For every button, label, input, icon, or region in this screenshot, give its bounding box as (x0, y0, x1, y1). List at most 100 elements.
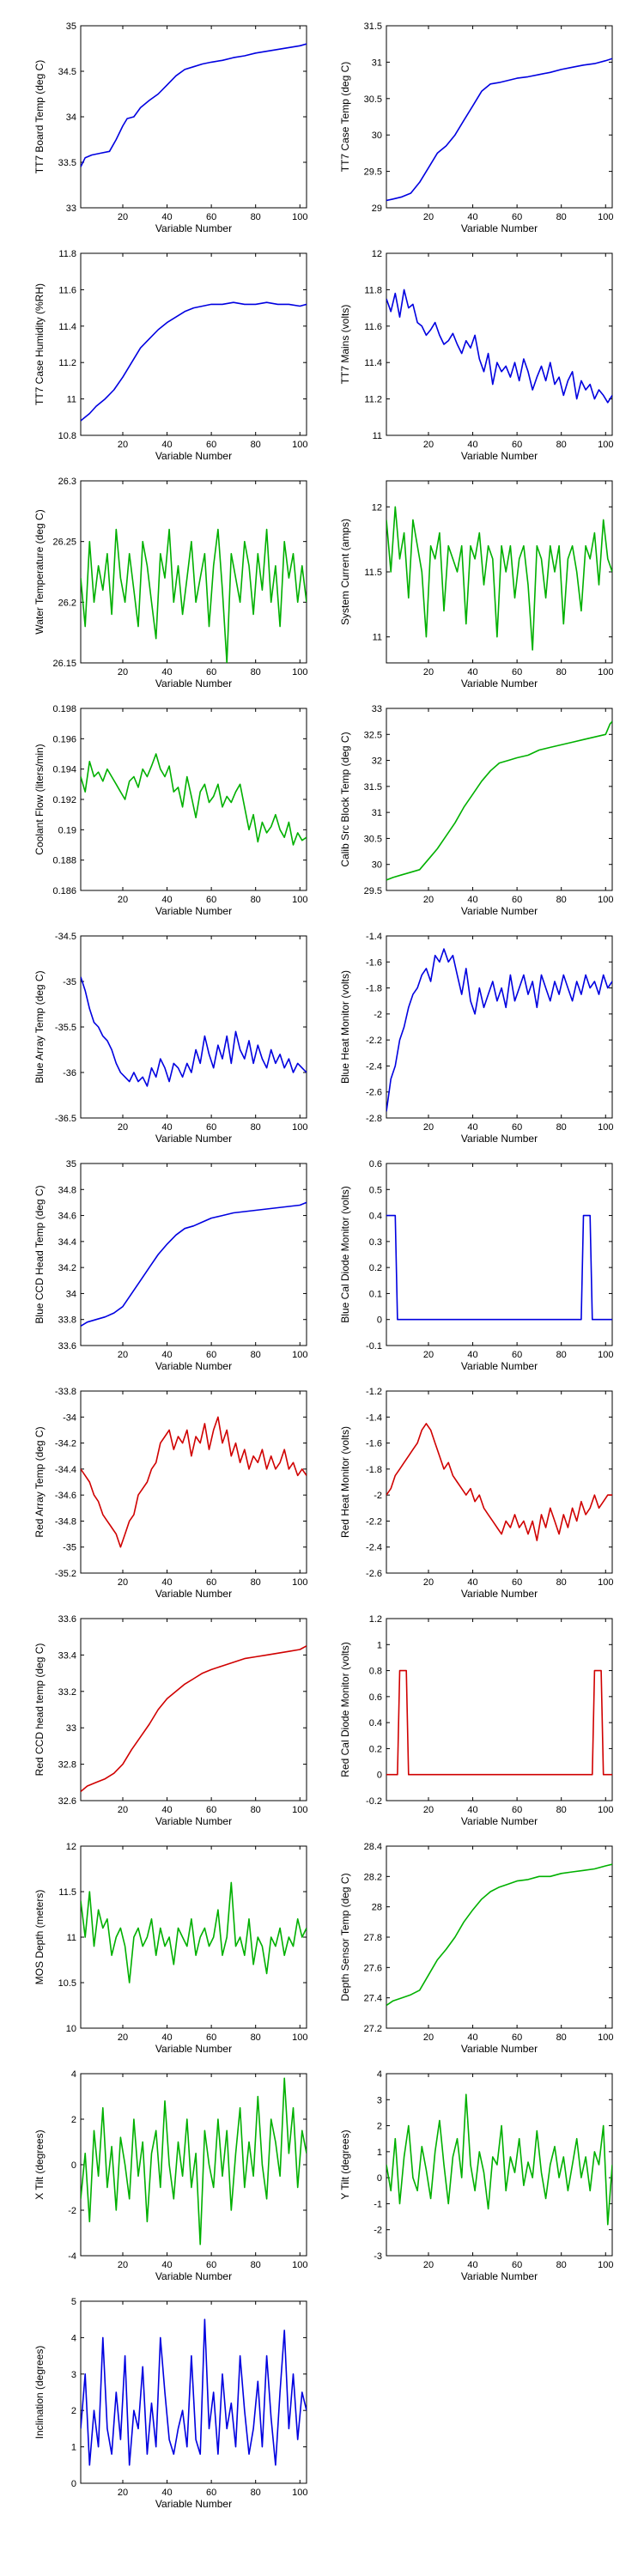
x-axis-label: Variable Number (461, 2270, 538, 2282)
y-tick-label: -1.2 (366, 1387, 382, 1397)
y-axis-label: Depth Sensor Temp (deg C) (339, 1873, 351, 2001)
plot-area (386, 1390, 613, 1574)
y-tick-label: 0.5 (369, 1185, 382, 1195)
x-tick-label: 40 (467, 1122, 477, 1133)
y-tick-label: -34.4 (55, 1465, 76, 1475)
y-tick-label: -35.2 (55, 1569, 76, 1579)
y-tick-label: 11.6 (364, 322, 382, 332)
y-tick-label: 11.8 (364, 285, 382, 295)
y-tick-label: 32.6 (58, 1796, 76, 1807)
x-axis-label: Variable Number (155, 905, 232, 917)
x-tick-label: 80 (251, 1577, 261, 1588)
x-tick-label: 100 (598, 1350, 613, 1360)
y-tick-label: 34.2 (58, 1263, 76, 1273)
chart-panel: 20 40 60 80 100 -35.2 -35 -34.8 -34.6 -34.4 -34.2 -… (33, 1387, 307, 1600)
y-tick-label: 27.6 (364, 1963, 382, 1973)
x-axis-label: Variable Number (155, 2498, 232, 2510)
y-tick-label: -1.6 (366, 957, 382, 968)
x-tick-label: 60 (206, 667, 216, 677)
y-tick-label: 2 (71, 2406, 76, 2416)
y-tick-label: 1.2 (369, 1614, 382, 1625)
x-tick-label: 100 (598, 667, 613, 677)
x-axis-label: Variable Number (461, 1815, 538, 1827)
x-tick-label: 80 (556, 2032, 567, 2043)
y-tick-label: 35 (66, 1159, 76, 1170)
x-tick-label: 60 (206, 1805, 216, 1815)
y-tick-label: 31 (372, 58, 382, 68)
series-line (81, 1201, 307, 1327)
x-tick-label: 20 (118, 667, 128, 677)
y-tick-label: 34.4 (58, 1237, 76, 1248)
y-tick-label: 31.5 (364, 782, 382, 793)
y-tick-label: 0.2 (369, 1744, 382, 1754)
plot-area (80, 1390, 307, 1574)
y-tick-label: 33.6 (58, 1341, 76, 1352)
y-axis-label: X Tilt (degrees) (33, 2129, 46, 2199)
x-tick-label: 80 (251, 2488, 261, 2498)
y-tick-label: 0 (377, 1771, 382, 1781)
x-tick-label: 20 (423, 2032, 434, 2043)
chart-panel: 20 40 60 80 100 10.8 11 11.2 11.4 11.6 11.8 Variabl… (33, 249, 307, 462)
y-tick-label: 1 (71, 2443, 76, 2453)
x-tick-label: 100 (598, 440, 613, 450)
y-axis-label: Red Array Temp (deg C) (33, 1426, 46, 1537)
series-line (81, 976, 307, 1087)
x-tick-label: 20 (118, 2032, 128, 2043)
x-tick-label: 20 (118, 1122, 128, 1133)
y-axis-label: Blue CCD Head Temp (deg C) (33, 1185, 46, 1323)
plot-area (386, 1618, 613, 1801)
x-axis-label: Variable Number (461, 1588, 538, 1600)
y-axis-label: Water Temperature (deg C) (33, 509, 46, 634)
x-tick-label: 80 (556, 440, 567, 450)
y-axis-label: TT7 Case Humidity (%RH) (33, 283, 46, 405)
x-tick-label: 40 (161, 895, 172, 905)
x-tick-label: 20 (423, 895, 434, 905)
y-tick-label: -35 (63, 977, 76, 987)
x-axis-label: Variable Number (155, 1360, 232, 1372)
x-tick-label: 40 (467, 667, 477, 677)
y-tick-label: 0.6 (369, 1692, 382, 1703)
x-tick-label: 20 (118, 2260, 128, 2270)
chart-panel: 20 40 60 80 100 27.2 27.4 27.6 27.8 28 28.2 28.4 Var… (339, 1842, 613, 2055)
series-line (81, 753, 307, 846)
y-tick-label: 10 (66, 2024, 76, 2034)
y-tick-label: 5 (71, 2297, 76, 2307)
y-tick-label: 34.6 (58, 1212, 76, 1222)
y-tick-label: -2.2 (366, 1036, 382, 1046)
y-tick-label: 30 (372, 131, 382, 141)
x-tick-label: 100 (598, 2260, 613, 2270)
series-line (386, 1214, 612, 1321)
y-tick-label: 3 (377, 2095, 382, 2105)
x-axis-label: Variable Number (155, 2270, 232, 2282)
x-tick-label: 40 (161, 212, 172, 222)
x-tick-label: 80 (556, 1350, 567, 1360)
y-tick-label: 4 (377, 2069, 382, 2080)
x-tick-label: 40 (161, 1122, 172, 1133)
chart-panel: 20 40 60 80 100 -36.5 -36 -35.5 -35 -34.5 Variable… (33, 932, 307, 1145)
series-line (81, 528, 307, 663)
y-tick-label: 28 (372, 1903, 382, 1913)
x-axis-label: Variable Number (461, 222, 538, 234)
x-tick-label: 20 (423, 1577, 434, 1588)
x-axis-label: Variable Number (155, 677, 232, 690)
y-tick-label: -34.8 (55, 1516, 76, 1527)
y-tick-label: 26.25 (52, 538, 76, 548)
chart-panel: 20 40 60 80 100 29.5 30 30.5 31 31.5 32 32.5 33 Varia… (339, 704, 613, 917)
x-tick-label: 40 (161, 667, 172, 677)
x-tick-label: 40 (467, 212, 477, 222)
x-tick-label: 60 (206, 212, 216, 222)
x-tick-label: 40 (161, 2260, 172, 2270)
y-tick-label: 0.4 (369, 1718, 382, 1728)
y-tick-label: -1.8 (366, 984, 382, 994)
x-tick-label: 100 (292, 440, 307, 450)
y-tick-label: -2 (68, 2206, 76, 2216)
y-tick-label: 0.188 (52, 856, 76, 866)
x-tick-label: 20 (423, 1350, 434, 1360)
series-line (386, 1423, 612, 1541)
y-tick-label: 11.4 (364, 358, 382, 368)
y-tick-label: -2 (374, 2226, 382, 2236)
x-tick-label: 80 (251, 2032, 261, 2043)
chart-panel: 20 40 60 80 100 -0.2 0 0.2 0.4 0.6 0.8 1 1.2 Variable… (339, 1614, 613, 1827)
y-tick-label: -2 (374, 1010, 382, 1020)
x-tick-label: 100 (598, 1122, 613, 1133)
